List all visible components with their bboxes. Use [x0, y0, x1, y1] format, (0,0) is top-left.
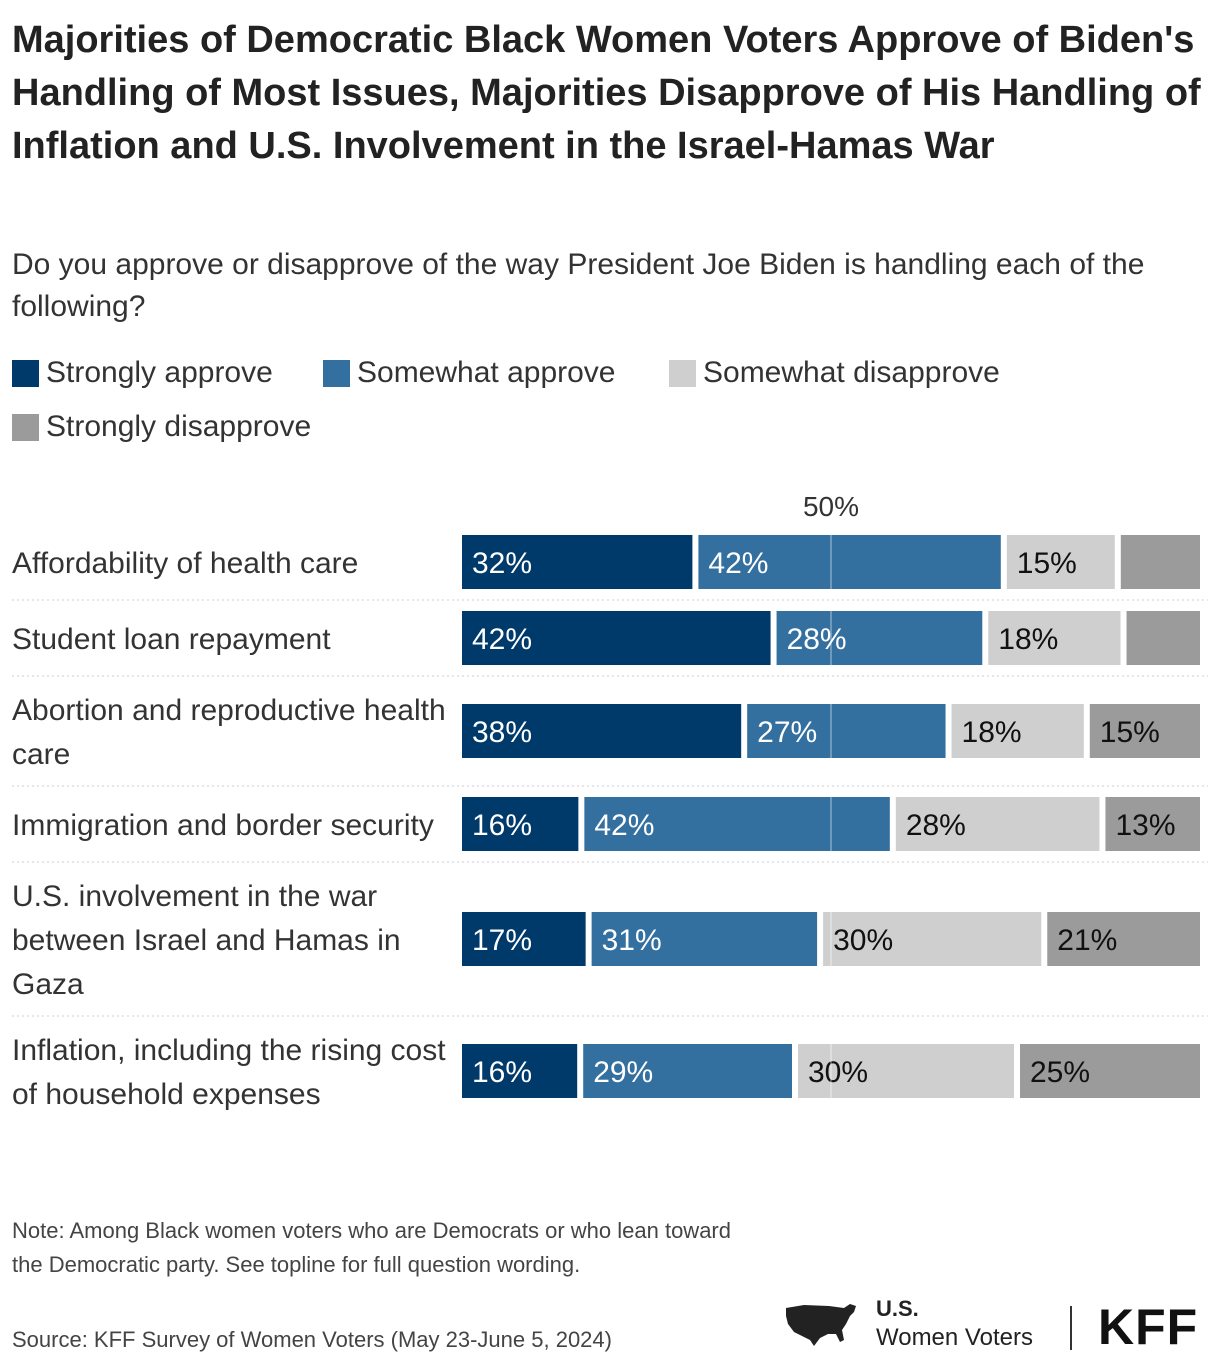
data-label: 30%: [808, 1056, 868, 1089]
brand-us: U.S.: [876, 1296, 919, 1321]
stacked-bar-chart: Affordability of health care 32% 42% 15% Stu…: [12, 491, 1208, 1126]
data-label: 17%: [472, 924, 532, 957]
us-map-icon: [786, 1304, 856, 1346]
legend-swatch-strongly-approve: [12, 359, 39, 387]
category-label: Abortion and reproductive health care: [12, 694, 446, 771]
reference-label: 50%: [803, 491, 859, 522]
data-label: 38%: [472, 716, 532, 749]
brand-divider: [1070, 1306, 1072, 1350]
data-label: 42%: [472, 623, 532, 656]
data-label: 32%: [472, 547, 532, 580]
category-label: Student loan repayment: [12, 623, 331, 656]
bar-segment: [462, 535, 693, 589]
data-label: 42%: [594, 809, 654, 842]
data-label: 28%: [787, 623, 847, 656]
legend-swatch-somewhat-disapprove: [669, 359, 696, 387]
bar-segment: [951, 704, 1084, 758]
chart-title: Majorities of Democratic Black Women Vot…: [12, 19, 1201, 167]
brand-women-voters: Women Voters: [876, 1324, 1033, 1351]
data-label: 31%: [602, 924, 662, 957]
bar-segment: [698, 535, 1001, 589]
category-label: U.S. involvement in the war between Israe…: [12, 880, 401, 1001]
legend-label-strongly-approve: Strongly approve: [46, 356, 273, 389]
bar-segment: [747, 704, 946, 758]
data-label: 18%: [962, 716, 1022, 749]
bar-segment: [1089, 704, 1200, 758]
bar-segment: [1006, 535, 1115, 589]
data-label: 18%: [998, 623, 1058, 656]
legend-label-strongly-disapprove: Strongly disapprove: [46, 410, 312, 443]
bar-segment: [591, 912, 818, 966]
kff-logo: KFF: [1098, 1299, 1199, 1355]
bar-segment: [1105, 797, 1200, 851]
bar-segment: [583, 1044, 792, 1098]
bar-segment: [1120, 535, 1200, 589]
data-label: 16%: [472, 1056, 532, 1089]
data-label: 16%: [472, 809, 532, 842]
data-label: 21%: [1057, 924, 1117, 957]
bar-segment: [988, 611, 1121, 665]
chart-source: Source: KFF Survey of Women Voters (May …: [12, 1327, 612, 1352]
data-label: 42%: [708, 547, 768, 580]
legend-swatch-strongly-disapprove: [12, 413, 39, 441]
bar-segment: [462, 912, 586, 966]
legend-item-somewhat-disapprove: Somewhat disapprove: [669, 356, 1000, 390]
chart-note: Note: Among Black women voters who are D…: [12, 1218, 731, 1277]
bar-segment: [584, 797, 890, 851]
bar-segment: [823, 912, 1042, 966]
bar-segment: [1020, 1044, 1200, 1098]
bar-segment: [798, 1044, 1014, 1098]
data-label: 13%: [1115, 809, 1175, 842]
bar-segment: [776, 611, 983, 665]
category-label: Affordability of health care: [12, 547, 358, 580]
chart-subtitle: Do you approve or disapprove of the way …: [12, 248, 1145, 323]
bar-segment: [462, 1044, 578, 1098]
bar-segment: [1047, 912, 1200, 966]
bar-segment: [462, 611, 771, 665]
data-label: 28%: [906, 809, 966, 842]
data-label: 30%: [833, 924, 893, 957]
legend-item-somewhat-approve: Somewhat approve: [323, 356, 616, 390]
category-label: Immigration and border security: [12, 809, 434, 842]
data-label: 15%: [1017, 547, 1077, 580]
category-label: Inflation, including the rising cost of h…: [12, 1034, 446, 1111]
data-label: 27%: [757, 716, 817, 749]
data-label: 15%: [1100, 716, 1160, 749]
bar-segment: [895, 797, 1100, 851]
legend-swatch-somewhat-approve: [323, 359, 350, 387]
bar-segment: [462, 797, 579, 851]
legend-item-strongly-approve: Strongly approve: [12, 356, 273, 390]
data-label: 29%: [593, 1056, 653, 1089]
legend-label-somewhat-disapprove: Somewhat disapprove: [703, 356, 1000, 389]
data-label: 25%: [1030, 1056, 1090, 1089]
legend-item-strongly-disapprove: Strongly disapprove: [12, 410, 311, 444]
bar-segment: [1126, 611, 1200, 665]
legend-label-somewhat-approve: Somewhat approve: [357, 356, 616, 389]
bar-segment: [462, 704, 742, 758]
